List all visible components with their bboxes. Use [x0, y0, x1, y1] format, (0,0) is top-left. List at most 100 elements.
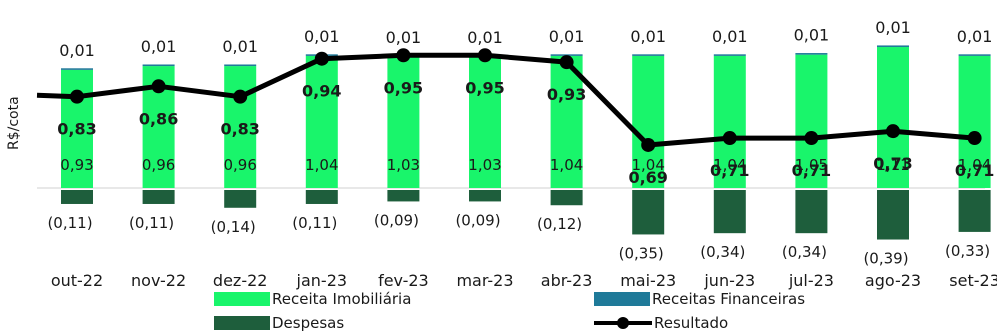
label-resultado-dez-22: 0,83 — [220, 120, 259, 139]
label-despesas-jul-23: (0,34) — [782, 243, 827, 261]
label-receita-imobiliaria-jul-23: 1,05 — [795, 156, 828, 174]
x-tick-ago-23: ago-23 — [865, 271, 921, 290]
legend-label-receitas-financeiras: Receitas Financeiras — [652, 290, 806, 308]
label-receitas-financeiras-set-23: 0,01 — [957, 27, 993, 46]
label-despesas-dez-22: (0,14) — [211, 218, 256, 236]
legend-receitas-financeiras: Receitas Financeiras — [594, 290, 805, 308]
legend-marker-resultado — [594, 317, 652, 329]
bar-receitas-financeiras-mai-23 — [632, 54, 665, 56]
bar-receita-imobiliaria-dez-22 — [224, 66, 257, 188]
bar-despesas-nov-22 — [142, 190, 175, 204]
label-receita-imobiliaria-ago-23: 1,11 — [876, 156, 909, 174]
label-despesas-nov-22: (0,11) — [129, 214, 174, 232]
x-tick-abr-23: abr-23 — [541, 271, 593, 290]
bar-receitas-financeiras-ago-23 — [877, 45, 909, 48]
legend-label-receita-imobiliaria: Receita Imobiliária — [272, 290, 412, 308]
bar-receita-imobiliaria-jan-23 — [305, 55, 338, 188]
label-receitas-financeiras-dez-22: 0,01 — [222, 37, 258, 56]
legend-label-resultado: Resultado — [654, 314, 729, 332]
legend-resultado: Resultado — [594, 314, 728, 332]
x-tick-mar-23: mar-23 — [456, 271, 513, 290]
label-receita-imobiliaria-dez-22: 0,96 — [223, 156, 256, 174]
x-tick-set-23: set-23 — [949, 271, 997, 290]
bar-receita-imobiliaria-mar-23 — [469, 57, 501, 188]
legend-swatch-despesas — [214, 316, 270, 330]
label-despesas-jan-23: (0,11) — [292, 214, 337, 232]
x-tick-mai-23: mai-23 — [620, 271, 676, 290]
label-resultado-fev-23: 0,95 — [384, 78, 423, 97]
bar-despesas-ago-23 — [877, 190, 909, 240]
x-tick-jan-23: jan-23 — [296, 271, 348, 290]
label-receita-imobiliaria-mai-23: 1,04 — [631, 156, 664, 174]
bar-despesas-set-23 — [958, 190, 991, 232]
label-resultado-jun-23: 0,71 — [710, 161, 749, 180]
bar-despesas-jan-23 — [305, 190, 338, 204]
label-receita-imobiliaria-fev-23: 1,03 — [387, 156, 420, 174]
x-tick-fev-23: fev-23 — [378, 271, 429, 290]
point-resultado-abr-23 — [559, 55, 574, 70]
label-receitas-financeiras-mai-23: 0,01 — [630, 27, 666, 46]
bar-despesas-fev-23 — [387, 190, 420, 202]
label-receita-imobiliaria-mar-23: 1,03 — [468, 156, 501, 174]
bar-receita-imobiliaria-mai-23 — [632, 55, 665, 188]
bar-receitas-financeiras-dez-22 — [224, 64, 257, 67]
label-resultado-jan-23: 0,94 — [302, 82, 341, 101]
label-receitas-financeiras-jul-23: 0,01 — [794, 26, 830, 45]
label-receita-imobiliaria-out-22: 0,93 — [60, 156, 93, 174]
label-receitas-financeiras-nov-22: 0,01 — [141, 37, 177, 56]
label-receita-imobiliaria-jan-23: 1,04 — [305, 156, 338, 174]
bar-despesas-mai-23 — [632, 190, 665, 235]
bar-receita-imobiliaria-set-23 — [958, 55, 991, 188]
point-resultado-ago-23 — [886, 124, 900, 139]
bar-receita-imobiliaria-abr-23 — [550, 55, 583, 188]
bar-despesas-jun-23 — [713, 190, 746, 234]
bar-receitas-financeiras-nov-22 — [142, 64, 175, 67]
label-receita-imobiliaria-nov-22: 0,96 — [142, 156, 175, 174]
legend-swatch-receitas-financeiras — [594, 292, 650, 306]
bar-receitas-financeiras-set-23 — [958, 54, 991, 56]
label-despesas-jun-23: (0,34) — [700, 243, 745, 261]
label-despesas-abr-23: (0,12) — [537, 215, 582, 233]
point-resultado-out-22 — [70, 89, 84, 104]
bar-receitas-financeiras-abr-23 — [550, 54, 583, 56]
x-tick-out-22: out-22 — [51, 271, 103, 290]
bar-despesas-dez-22 — [224, 190, 257, 208]
label-resultado-ago-23: 0,73 — [873, 154, 912, 173]
label-resultado-nov-22: 0,86 — [139, 109, 178, 128]
point-resultado-set-23 — [967, 131, 982, 146]
x-tick-jul-23: jul-23 — [788, 271, 834, 290]
point-resultado-jan-23 — [314, 51, 329, 66]
point-resultado-jun-23 — [722, 131, 737, 146]
bar-despesas-jul-23 — [795, 190, 828, 234]
point-resultado-jul-23 — [804, 131, 819, 146]
legend-receita-imobiliaria: Receita Imobiliária — [214, 290, 411, 308]
label-receitas-financeiras-mar-23: 0,01 — [467, 28, 503, 47]
bar-receitas-financeiras-jul-23 — [795, 53, 828, 55]
label-despesas-mar-23: (0,09) — [455, 211, 500, 229]
label-resultado-mai-23: 0,69 — [628, 168, 667, 187]
bar-receita-imobiliaria-fev-23 — [387, 57, 420, 188]
label-despesas-ago-23: (0,39) — [863, 250, 908, 268]
point-resultado-nov-22 — [151, 79, 166, 94]
label-receitas-financeiras-abr-23: 0,01 — [549, 27, 585, 46]
legend-label-despesas: Despesas — [272, 314, 345, 332]
point-resultado-fev-23 — [396, 48, 411, 63]
label-receitas-financeiras-jan-23: 0,01 — [304, 27, 340, 46]
bar-receitas-financeiras-jun-23 — [713, 54, 746, 56]
point-resultado-dez-22 — [233, 89, 248, 104]
label-resultado-mar-23: 0,95 — [465, 78, 504, 97]
legend-despesas: Despesas — [214, 314, 344, 332]
point-resultado-mai-23 — [641, 137, 656, 152]
label-resultado-set-23: 0,71 — [955, 161, 994, 180]
point-resultado-mar-23 — [478, 48, 492, 63]
label-resultado-abr-23: 0,93 — [547, 85, 586, 104]
x-tick-nov-22: nov-22 — [131, 271, 186, 290]
label-receita-imobiliaria-abr-23: 1,04 — [550, 156, 583, 174]
bar-receita-imobiliaria-jul-23 — [795, 54, 828, 189]
bar-receitas-financeiras-out-22 — [61, 68, 93, 70]
label-despesas-fev-23: (0,09) — [374, 211, 419, 229]
bar-receita-imobiliaria-out-22 — [61, 69, 93, 188]
bar-receita-imobiliaria-ago-23 — [877, 47, 909, 188]
label-resultado-out-22: 0,83 — [57, 120, 96, 139]
